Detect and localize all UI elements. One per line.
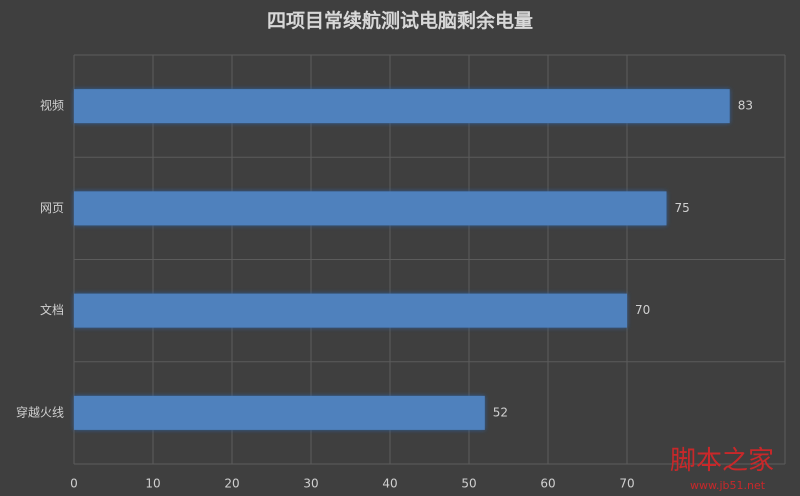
x-tick-label: 70 <box>619 477 634 491</box>
x-tick-label: 10 <box>145 477 160 491</box>
y-tick-label: 视频 <box>40 98 64 113</box>
y-tick-label: 穿越火线 <box>16 404 64 419</box>
bar <box>74 191 667 226</box>
x-tick-label: 0 <box>70 477 78 491</box>
value-label: 83 <box>738 99 753 113</box>
watermark-url: www.jb51.net <box>690 479 766 492</box>
watermark-title: 脚本之家 <box>670 446 774 476</box>
x-tick-label: 30 <box>303 477 318 491</box>
value-label: 70 <box>635 303 650 317</box>
y-tick-label: 网页 <box>40 201 64 215</box>
value-label: 52 <box>493 405 508 419</box>
x-tick-label: 40 <box>382 477 397 491</box>
x-tick-label: 50 <box>461 477 476 491</box>
y-tick-label: 文档 <box>40 302 64 317</box>
bar <box>74 395 485 430</box>
chart-title: 四项目常续航测试电脑剩余电量 <box>267 9 533 32</box>
value-label: 75 <box>675 201 690 215</box>
x-tick-label: 20 <box>224 477 239 491</box>
bar <box>74 293 627 328</box>
x-tick-label: 60 <box>540 477 555 491</box>
bar <box>74 89 730 124</box>
